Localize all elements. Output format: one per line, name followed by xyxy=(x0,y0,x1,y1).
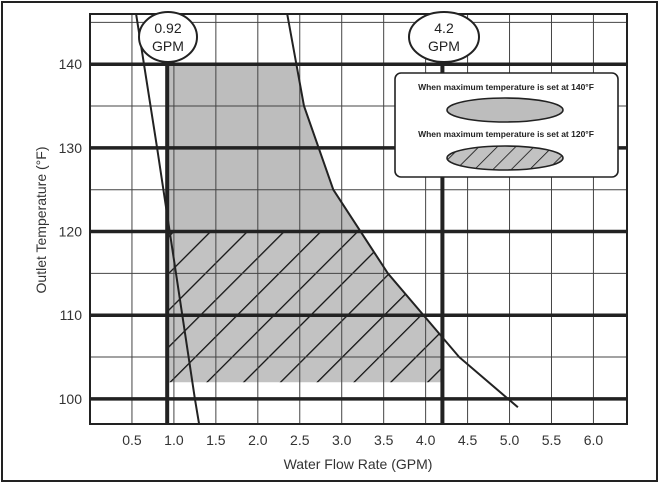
x-tick-label: 5.5 xyxy=(542,432,562,448)
legend: When maximum temperature is set at 140°F… xyxy=(394,72,619,178)
y-tick-label: 120 xyxy=(59,224,83,240)
min-flow-value: 0.92 xyxy=(154,20,181,36)
x-tick-label: 4.5 xyxy=(458,432,478,448)
x-tick-label: 1.5 xyxy=(206,432,226,448)
y-tick-label: 130 xyxy=(59,140,83,156)
max-flow-callout: 4.2 GPM xyxy=(408,11,480,63)
plot-border xyxy=(89,13,628,425)
max-flow-bubble xyxy=(408,11,480,63)
min-flow-callout: 0.92 GPM xyxy=(138,11,198,63)
y-axis-title: Outlet Temperature (°F) xyxy=(33,147,49,294)
x-tick-label: 6.0 xyxy=(584,432,604,448)
x-tick-label: 4.0 xyxy=(416,432,436,448)
x-tick-label: 3.5 xyxy=(374,432,394,448)
min-flow-unit: GPM xyxy=(152,38,184,54)
x-tick-label: 0.5 xyxy=(122,432,142,448)
legend-label-140: When maximum temperature is set at 140°F xyxy=(418,82,594,92)
legend-box xyxy=(394,72,619,178)
legend-label-120: When maximum temperature is set at 120°F xyxy=(418,129,594,139)
x-tick-label: 3.0 xyxy=(332,432,352,448)
max-flow-unit: GPM xyxy=(428,38,460,54)
y-tick-label: 100 xyxy=(59,391,83,407)
region-120F xyxy=(167,231,443,383)
min-flow-bubble xyxy=(138,11,198,63)
x-tick-label: 2.0 xyxy=(248,432,268,448)
x-axis-title: Water Flow Rate (GPM) xyxy=(284,456,433,472)
max-flow-value: 4.2 xyxy=(434,20,454,36)
x-tick-label: 1.0 xyxy=(164,432,184,448)
x-tick-label: 2.5 xyxy=(290,432,310,448)
legend-swatch-120-hatched xyxy=(446,145,564,171)
x-tick-label: 5.0 xyxy=(500,432,520,448)
boundary-curve-1 xyxy=(135,14,201,424)
y-tick-label: 110 xyxy=(60,307,83,323)
legend-swatch-140-solid xyxy=(446,97,564,123)
boundary-curve-2 xyxy=(286,14,519,409)
y-tick-label: 140 xyxy=(59,56,83,72)
